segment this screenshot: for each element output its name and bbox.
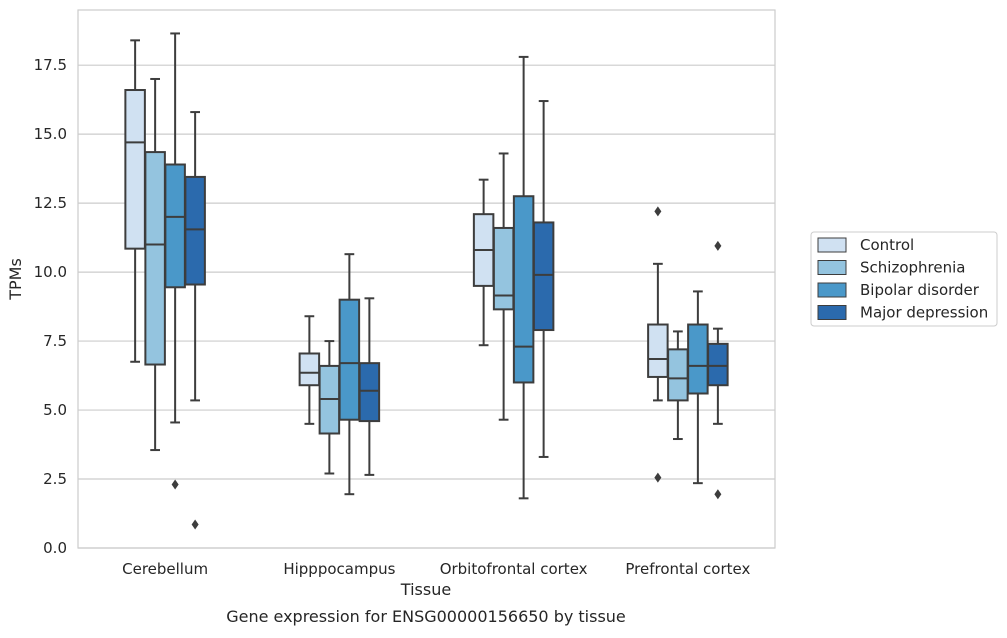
box-0-3 [184,111,206,530]
y-axis-title: TPMs [6,258,25,301]
legend-label: Schizophrenia [860,259,965,277]
outlier-point [714,489,722,500]
box-1-0 [298,315,321,425]
y-tick-label: 15.0 [34,125,67,143]
outlier-point [654,472,662,483]
legend: Control Schizophrenia Bipolar disorder Majo… [810,231,998,327]
box-iqr [667,348,689,402]
plot-area [77,9,776,549]
box-0-1 [144,77,166,452]
box-iqr [532,221,555,332]
legend-label: Major depression [860,304,988,322]
x-tick-label: Orbitofrontal cortex [440,560,588,578]
box-series [124,32,729,530]
outlier-point [714,240,722,251]
box-3-0 [647,206,669,483]
x-tick-label: Prefrontal cortex [625,560,750,578]
box-1-3 [358,297,381,476]
box-2-0 [472,178,495,347]
y-tick-label: 17.5 [34,56,67,74]
box-iqr [647,323,669,378]
x-axis-ticks: Cerebellum Hipppocampus Orbitofrontal cort… [122,560,750,578]
y-tick-label: 2.5 [43,470,67,488]
box-3-1 [667,330,689,441]
outlier-point [191,519,199,530]
box-iqr [492,226,515,311]
box-1-1 [318,340,341,475]
box-1-2 [338,253,361,496]
legend-frame [810,231,998,327]
y-axis-ticks: 0.0 2.5 5.0 7.5 10.0 12.5 15.0 17.5 [34,56,67,557]
box-iqr [298,352,321,387]
box-iqr [687,323,709,395]
legend-swatch [817,282,847,298]
outlier-point [654,206,662,217]
x-axis-title: Tissue [400,580,451,599]
box-iqr [358,362,381,423]
y-tick-label: 7.5 [43,332,67,350]
box-2-2 [512,55,535,500]
y-tick-label: 5.0 [43,401,67,419]
legend-swatch [817,305,847,320]
box-iqr [144,151,166,366]
box-iqr [164,163,186,289]
gridlines [78,64,775,549]
box-0-0 [124,39,146,363]
chart-caption: Gene expression for ENSG00000156650 by t… [226,607,626,626]
y-tick-label: 0.0 [43,539,67,557]
box-3-3 [707,240,729,500]
legend-swatch [817,237,847,253]
box-iqr [512,195,535,384]
box-2-3 [532,100,555,458]
legend-label: Control [860,236,914,254]
box-iqr [184,175,206,286]
box-iqr [124,89,146,250]
box-2-1 [492,152,515,421]
box-iqr [707,342,729,387]
legend-label: Bipolar disorder [860,281,980,299]
box-3-2 [687,290,709,485]
box-iqr [338,298,361,421]
y-tick-label: 10.0 [34,263,67,281]
box-0-2 [164,32,186,490]
legend-swatch [817,260,847,275]
y-tick-label: 12.5 [34,194,67,212]
outlier-point [171,479,179,490]
x-tick-label: Cerebellum [122,560,208,578]
x-tick-label: Hipppocampus [283,560,395,578]
